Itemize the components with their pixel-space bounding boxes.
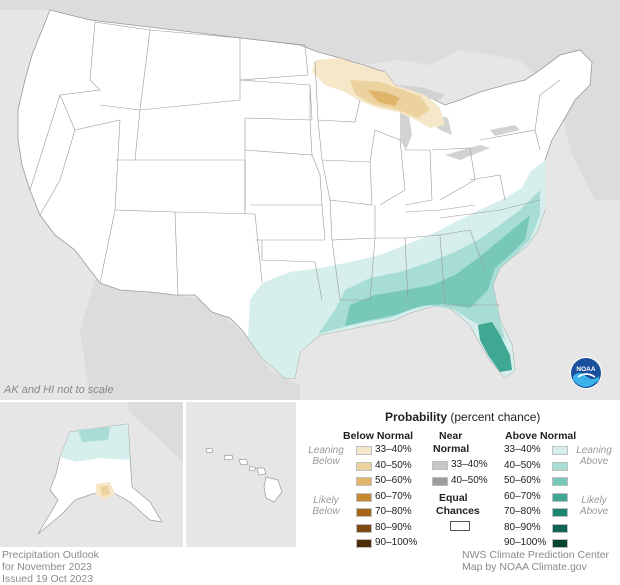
noaa-logo-text: NOAA bbox=[576, 366, 595, 373]
lake-superior bbox=[400, 85, 445, 100]
above-normal-header: Above Normal bbox=[505, 430, 577, 442]
below-normal-label: 50–60% bbox=[375, 475, 412, 486]
lake-michigan bbox=[400, 108, 412, 150]
above-normal-label: 60–70% bbox=[504, 490, 541, 502]
above-normal-label: 40–50% bbox=[504, 459, 541, 471]
below-normal-label: 90–100% bbox=[375, 537, 418, 548]
below-normal-header: Below Normal bbox=[343, 430, 414, 442]
legend-title-main: Probability bbox=[385, 410, 448, 424]
below-normal-label: 40–50% bbox=[375, 459, 412, 471]
equal-chances-swatch bbox=[450, 521, 470, 531]
conus-map-svg bbox=[0, 0, 620, 400]
leaning-above-label: Leaning Above bbox=[576, 445, 612, 467]
near-normal-label: 33–40% bbox=[451, 459, 488, 470]
likely-above-label: Likely Above bbox=[579, 495, 609, 517]
below-normal-label: 60–70% bbox=[375, 490, 412, 502]
below-normal-swatch bbox=[356, 523, 372, 533]
above-normal-swatch bbox=[552, 477, 568, 486]
alaska-above-33-40 bbox=[60, 424, 130, 462]
above-normal-swatch bbox=[552, 492, 568, 502]
leaning-below-label: Leaning Below bbox=[308, 445, 344, 467]
below-normal-50-60-region bbox=[368, 90, 400, 106]
likely-below-label: Likely Below bbox=[312, 495, 340, 517]
near-normal-header-line1: Near bbox=[439, 430, 463, 442]
alaska-inset bbox=[0, 402, 183, 547]
above-normal-label: 70–80% bbox=[504, 506, 541, 517]
footer-issued: Issued 19 Oct 2023 bbox=[2, 573, 94, 585]
hawaii-map-svg bbox=[186, 402, 296, 547]
above-normal-50-60-region bbox=[345, 215, 530, 326]
alaska-above-40-50 bbox=[78, 427, 110, 442]
equal-chances-line2: Chances bbox=[436, 505, 480, 517]
hawaii-inset bbox=[186, 402, 296, 547]
scale-note: AK and HI not to scale bbox=[4, 384, 114, 396]
legend: Probability (percent chance) Below Norma… bbox=[299, 402, 620, 548]
near-normal-header-line2: Normal bbox=[433, 443, 470, 455]
footer-credit-cpc: NWS Climate Prediction Center bbox=[462, 549, 610, 561]
canada-region bbox=[0, 0, 620, 200]
alaska-below-40-50 bbox=[100, 486, 110, 496]
state-boundaries bbox=[29, 21, 561, 306]
near-normal-label: 40–50% bbox=[451, 474, 488, 486]
near-normal-swatch bbox=[432, 461, 448, 470]
below-normal-label: 33–40% bbox=[375, 444, 412, 455]
hawaii-islands bbox=[205, 447, 283, 503]
below-normal-swatch bbox=[356, 492, 372, 502]
above-normal-swatch bbox=[552, 539, 568, 548]
mexico-region bbox=[80, 280, 300, 400]
below-normal-swatch bbox=[356, 446, 372, 455]
below-normal-swatch bbox=[356, 477, 372, 486]
lake-ontario bbox=[490, 125, 520, 136]
below-normal-swatch bbox=[356, 461, 372, 471]
below-normal-swatch bbox=[356, 539, 372, 548]
conus-map: AK and HI not to scale NOAA bbox=[0, 0, 620, 400]
above-normal-60-70-region bbox=[478, 322, 512, 372]
above-normal-swatch bbox=[552, 508, 568, 517]
footer-period: for November 2023 bbox=[2, 561, 92, 573]
footer-title: Precipitation Outlook bbox=[2, 549, 99, 561]
above-normal-swatch bbox=[552, 523, 568, 533]
footer-left: Precipitation Outlook for November 2023 … bbox=[2, 549, 99, 585]
below-normal-swatch bbox=[356, 508, 372, 517]
lake-erie bbox=[445, 145, 490, 160]
above-normal-swatch bbox=[552, 461, 568, 471]
above-normal-label: 50–60% bbox=[504, 475, 541, 486]
footer-right: NWS Climate Prediction Center Map by NOA… bbox=[462, 549, 609, 573]
above-normal-label: 80–90% bbox=[504, 521, 541, 533]
below-normal-label: 70–80% bbox=[375, 506, 412, 517]
footer-credit-map: Map by NOAA Climate.gov bbox=[462, 561, 587, 573]
above-normal-33-40-region bbox=[248, 160, 545, 378]
near-normal-swatch bbox=[432, 476, 448, 486]
above-normal-label: 90–100% bbox=[504, 537, 547, 548]
legend-title-sub: (percent chance) bbox=[450, 410, 541, 424]
above-normal-label: 33–40% bbox=[504, 444, 541, 455]
above-normal-swatch bbox=[552, 446, 568, 455]
alaska-map-svg bbox=[0, 402, 183, 547]
noaa-logo-icon: NOAA bbox=[569, 356, 603, 390]
below-normal-label: 80–90% bbox=[375, 521, 412, 533]
legend-title: Probability (percent chance) bbox=[385, 410, 540, 424]
equal-chances-line1: Equal bbox=[439, 492, 468, 504]
